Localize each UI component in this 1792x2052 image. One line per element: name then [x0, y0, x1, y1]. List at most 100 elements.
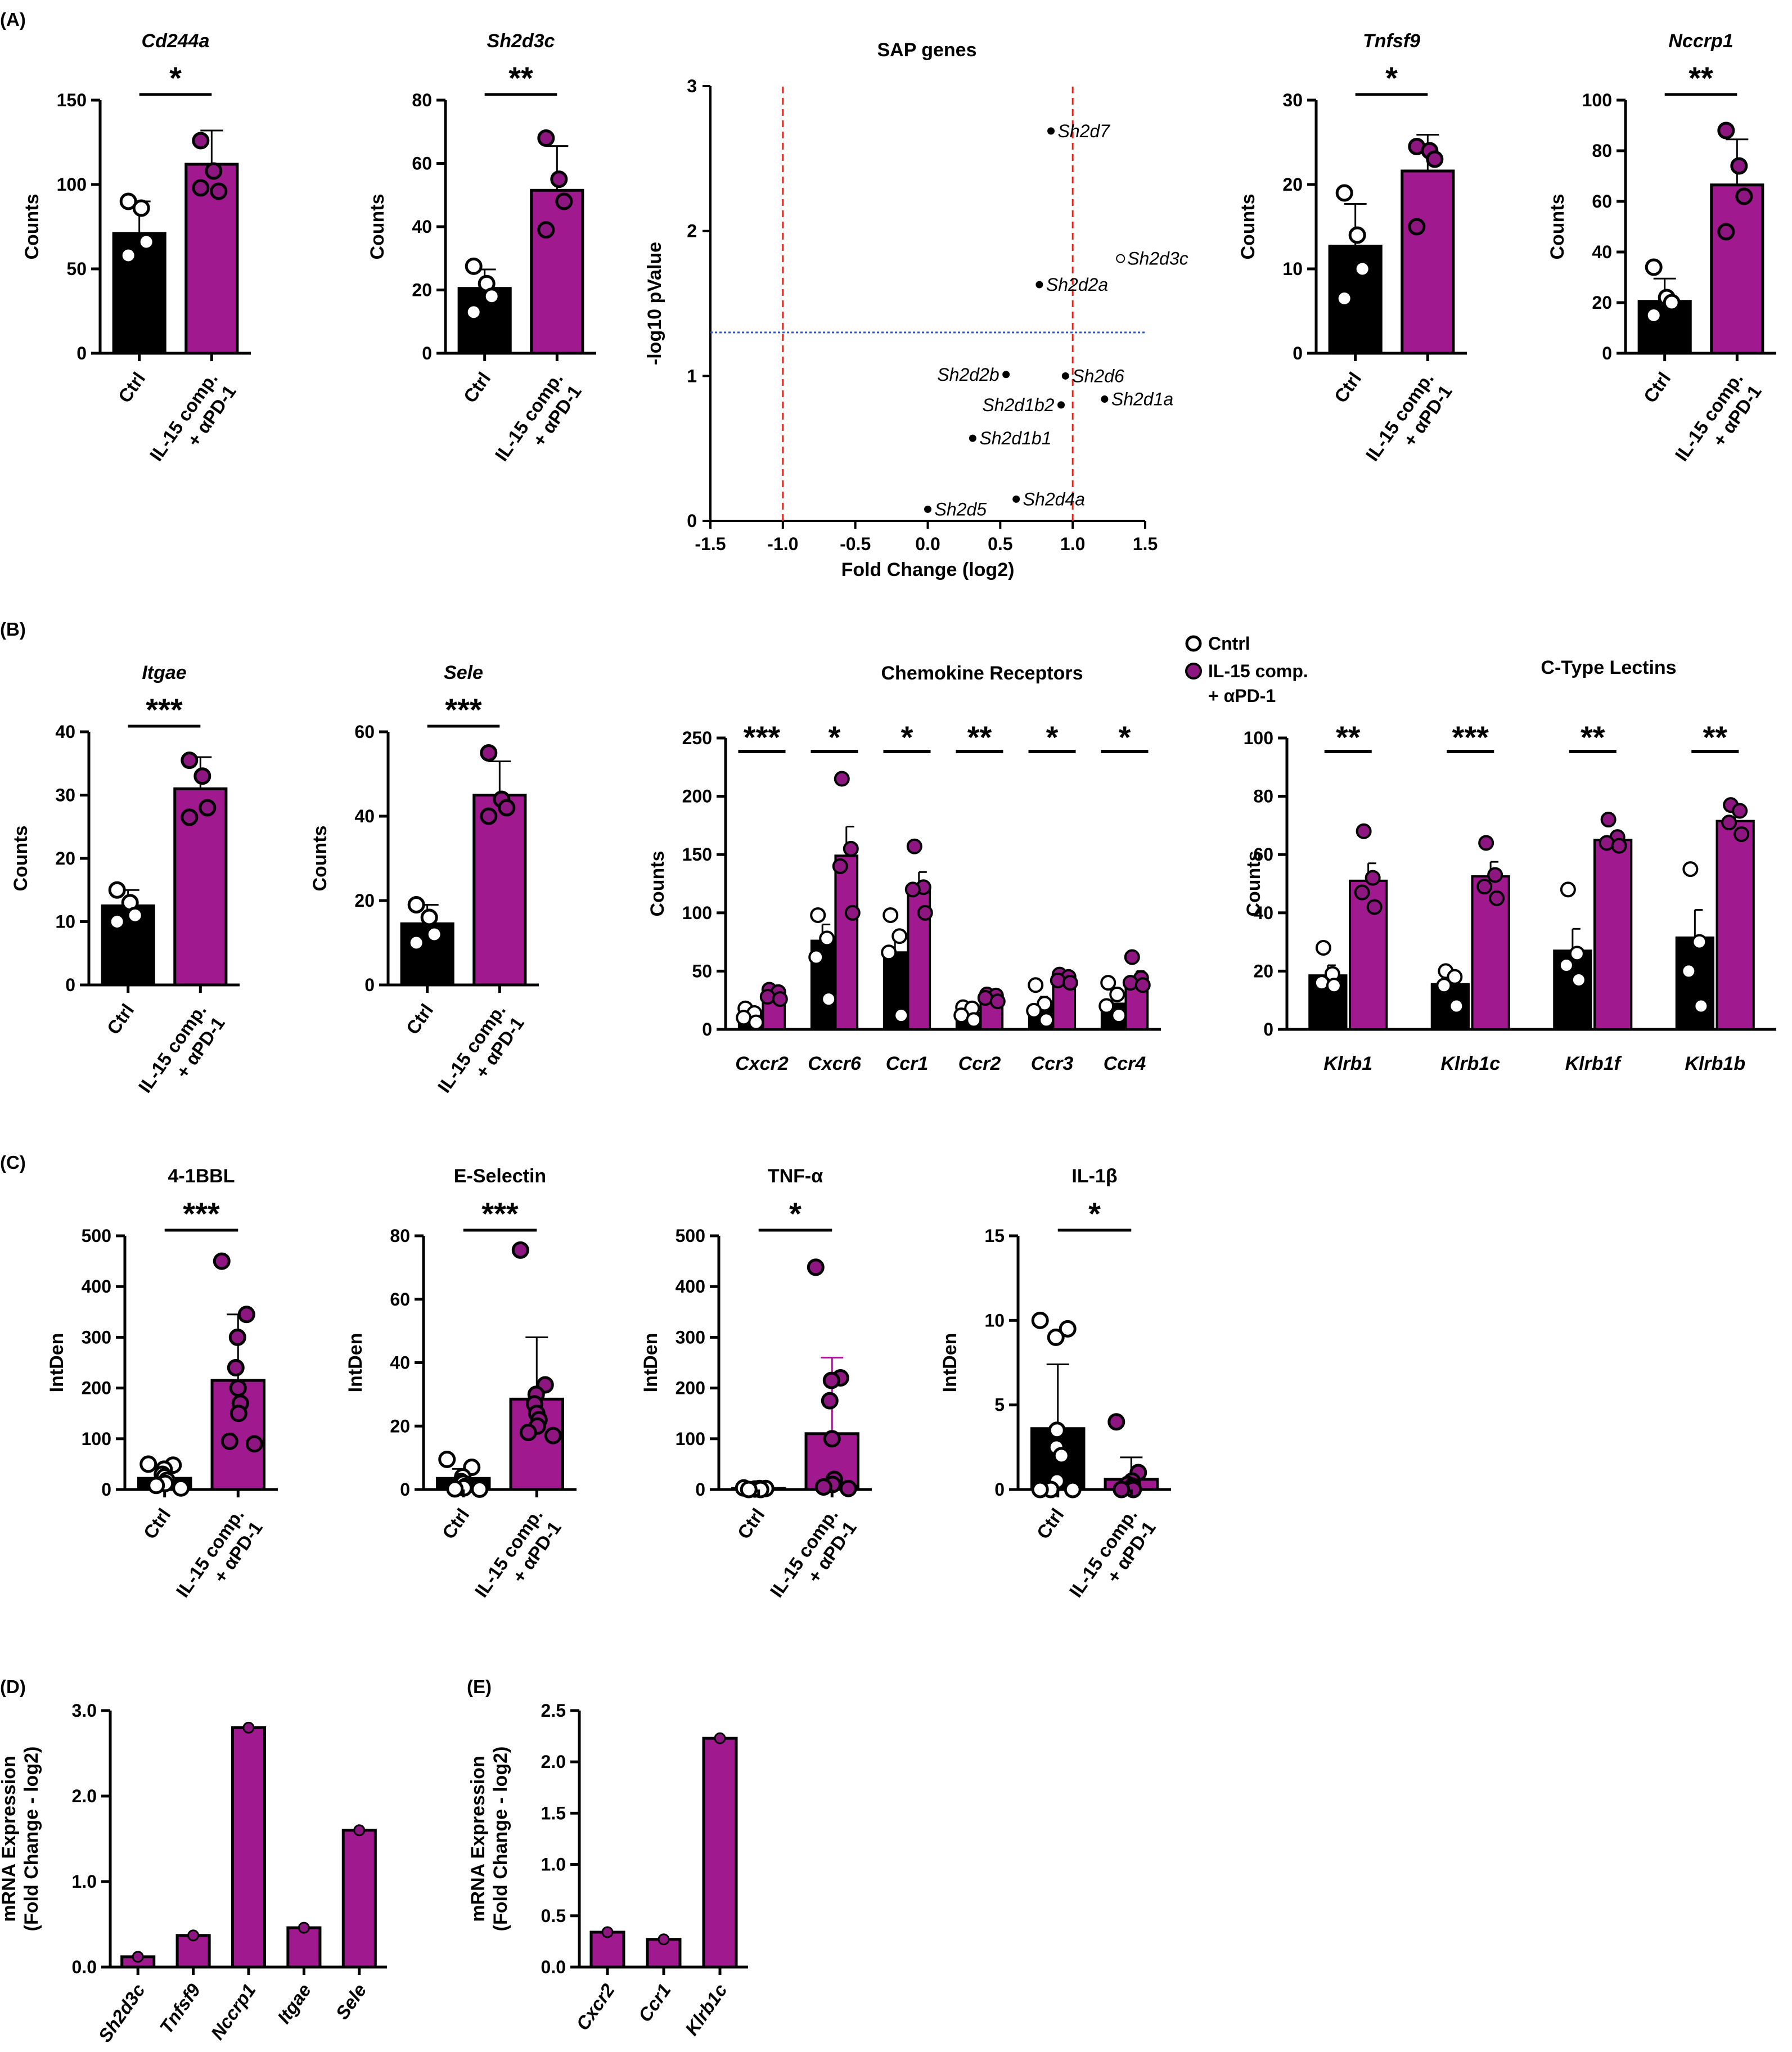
cd244a-ylabel: Counts: [21, 194, 43, 259]
cd244a-xtick-label: IL-15 comp.+ αPD-1: [146, 368, 240, 478]
eselectin-title: E-Selectin: [454, 1166, 546, 1187]
lectins-point-treat: [1365, 870, 1381, 886]
41bbl-ytick-label: 300: [82, 1327, 111, 1347]
chemokine-signif-label: ***: [744, 719, 781, 755]
41bbl-ylabel: IntDen: [46, 1333, 67, 1393]
tnfa-ytick-label: 300: [676, 1327, 705, 1347]
nccrp1-xtick-label: Ctrl: [1640, 368, 1675, 407]
nccrp1-ytick-label: 20: [1592, 292, 1612, 313]
itgae-point-treat: [199, 799, 217, 817]
nccrp1-point-treat: [1730, 157, 1748, 175]
sap-point-label: Sh2d1b1: [979, 428, 1051, 448]
sap-ytick-label: 1: [687, 366, 697, 386]
chemokine-ytick-label: 100: [682, 903, 712, 923]
chemokine-ytick-label: 50: [692, 961, 712, 981]
sap-point-label: Sh2d6: [1072, 366, 1124, 386]
lectins-point-treat: [1489, 890, 1505, 906]
sh2d3c-point-ctrl: [465, 257, 483, 275]
mrna_d-xtick-label: Sh2d3c: [94, 1980, 149, 2046]
tnfsf9-bar-treat: [1401, 169, 1455, 355]
chemokine-xtick-label: Cxcr6: [808, 1053, 862, 1074]
legend-ctrl-label: Cntrl: [1208, 633, 1250, 654]
itgae-ylabel: Counts: [10, 825, 31, 891]
eselectin-point-treat: [519, 1424, 537, 1442]
eselectin-point-ctrl: [438, 1450, 456, 1468]
panel-label-c: (C): [0, 1152, 26, 1173]
panel-label-b: (B): [0, 619, 26, 640]
sap-point: [1101, 395, 1109, 403]
41bbl-point-treat: [229, 1405, 247, 1423]
sele-point-treat: [498, 799, 516, 817]
tnfa-title: TNF-α: [768, 1166, 823, 1187]
sap-point-label: Sh2d4a: [1023, 489, 1085, 509]
mrna_e-xtick-label: Klrb1c: [681, 1980, 731, 2039]
sh2d3c-ytick-label: 40: [412, 217, 432, 237]
nccrp1-point-treat: [1735, 187, 1753, 205]
sap-xtick-label: 0.5: [988, 534, 1012, 554]
chemokine-point-ctrl: [1111, 1007, 1127, 1024]
mrna_e-bar: [702, 1736, 738, 1969]
lectins-point-ctrl: [1558, 957, 1574, 974]
il1b-ytick-label: 0: [994, 1479, 1005, 1500]
itgae-ytick-label: 30: [55, 785, 75, 806]
sele-xtick-label-line: Ctrl: [402, 1000, 438, 1038]
legend: Cntrl IL-15 comp. + αPD-1: [1185, 633, 1308, 706]
nccrp1-ytick-label: 60: [1592, 191, 1612, 212]
41bbl-ytick-label: 400: [82, 1276, 111, 1297]
nccrp1-xtick-label: IL-15 comp.+ αPD-1: [1671, 368, 1766, 478]
lectins-point-ctrl: [1436, 978, 1452, 994]
chemokine-point-ctrl: [810, 907, 826, 923]
tnfsf9-point-treat: [1426, 150, 1444, 168]
nccrp1-ylabel-line: Counts: [1547, 194, 1568, 259]
lectins-point-treat: [1487, 867, 1503, 883]
sap-ytick-label: 3: [687, 76, 697, 96]
mrna_e-ylabel-line: mRNA Expression: [467, 1756, 489, 1922]
tnfa-ytick-label: 500: [676, 1226, 705, 1246]
eselectin-point-treat: [511, 1241, 529, 1259]
tnfa-point-treat: [814, 1478, 832, 1496]
sele-ytick-label: 20: [354, 890, 375, 911]
tnfa-point-treat: [822, 1371, 840, 1389]
chemokine-point-treat: [1050, 972, 1066, 988]
mrna_d-ylabel-line: (Fold Change - log2): [21, 1747, 42, 1932]
lectins-ytick-label: 80: [1253, 786, 1273, 807]
cd244a-point-ctrl: [119, 246, 137, 264]
sap-ylabel: -log10 pValue: [644, 242, 665, 365]
mrna_e-xtick-label: Cxcr2: [572, 1979, 619, 2034]
mrna_e-ytick-label: 2.0: [541, 1752, 566, 1772]
eselectin-xtick-label-line: Ctrl: [438, 1505, 474, 1543]
mrna_d-ytick-label: 2.0: [72, 1786, 97, 1806]
mrna_e-point: [658, 1933, 670, 1946]
il1b-title: IL-1β: [1071, 1166, 1117, 1187]
chemokine-bar-treat: [834, 854, 859, 1030]
sap-point-label: Sh2d2b: [937, 364, 999, 385]
chemokine-point-treat: [844, 904, 861, 921]
lectins-signif-label: **: [1336, 719, 1361, 755]
sap-xtick-label: -1.0: [767, 534, 798, 554]
sh2d3c-point-treat: [555, 192, 573, 210]
nccrp1-point-treat: [1717, 223, 1735, 241]
chemokine-point-treat: [1062, 975, 1078, 991]
il1b-point-ctrl: [1052, 1447, 1070, 1465]
mrna_e-ytick-label: 2.5: [541, 1700, 566, 1721]
nccrp1-point-treat: [1717, 122, 1735, 140]
mrna_d-bar: [341, 1829, 377, 1969]
nccrp1-point-ctrl: [1663, 294, 1681, 312]
lectins-bar-treat: [1716, 820, 1755, 1030]
41bbl-point-treat: [237, 1306, 255, 1324]
mrna_d-xtick-label: Sele: [331, 1980, 370, 2023]
chemokine-point-treat: [1124, 949, 1140, 965]
sap-title: SAP genes: [877, 39, 976, 61]
41bbl-point-treat: [220, 1432, 238, 1450]
lectins-signif-label: **: [1581, 719, 1605, 755]
41bbl-ytick-label: 200: [82, 1378, 111, 1398]
itgae-point-ctrl: [108, 881, 126, 899]
chemokine-point-ctrl: [892, 928, 908, 944]
cd244a-signif-label: *: [169, 60, 182, 96]
mrna_e-ytick-label: 0.5: [541, 1906, 566, 1926]
chemokine-point-treat: [1122, 975, 1138, 991]
sh2d3c-point-ctrl: [465, 303, 483, 321]
41bbl-point-ctrl: [172, 1479, 190, 1497]
chemokine-point-ctrl: [819, 930, 835, 947]
